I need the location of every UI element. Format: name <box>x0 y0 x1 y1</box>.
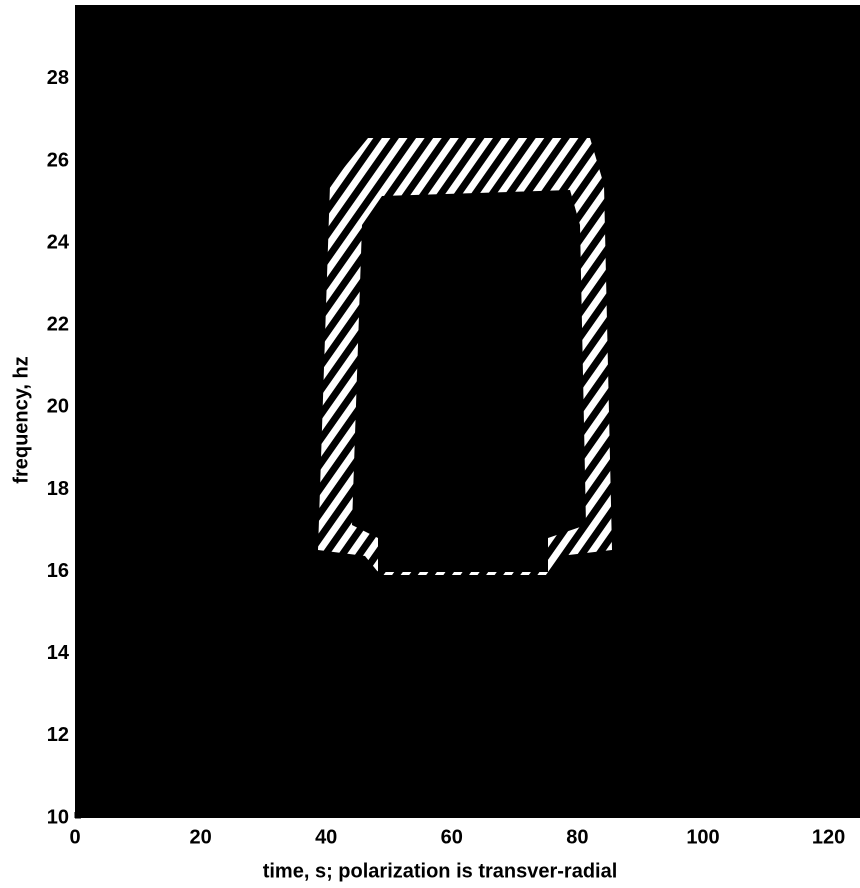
x-axis-label: time, s; polarization is transver-radial <box>263 860 618 882</box>
y-tick-label: 20 <box>47 396 69 418</box>
plot-area <box>75 5 860 818</box>
y-axis-label: frequency, hz <box>10 356 32 483</box>
y-tick-label: 18 <box>47 478 69 500</box>
signal-region <box>318 138 612 575</box>
x-tick-label: 60 <box>441 826 463 848</box>
x-tick-label: 80 <box>566 826 588 848</box>
y-tick-label: 26 <box>47 149 69 171</box>
x-tick-label: 0 <box>69 826 80 848</box>
y-tick-label: 10 <box>47 806 69 828</box>
y-tick-label: 14 <box>47 642 70 664</box>
x-tick-label: 40 <box>315 826 337 848</box>
y-tick-label: 16 <box>47 560 69 582</box>
x-tick-label: 20 <box>189 826 211 848</box>
x-tick-label: 100 <box>686 826 719 848</box>
y-tick-label: 12 <box>47 724 69 746</box>
y-tick-label: 24 <box>47 231 70 253</box>
y-tick-label: 28 <box>47 67 69 89</box>
x-tick-label: 120 <box>812 826 845 848</box>
y-tick-label: 22 <box>47 314 69 336</box>
